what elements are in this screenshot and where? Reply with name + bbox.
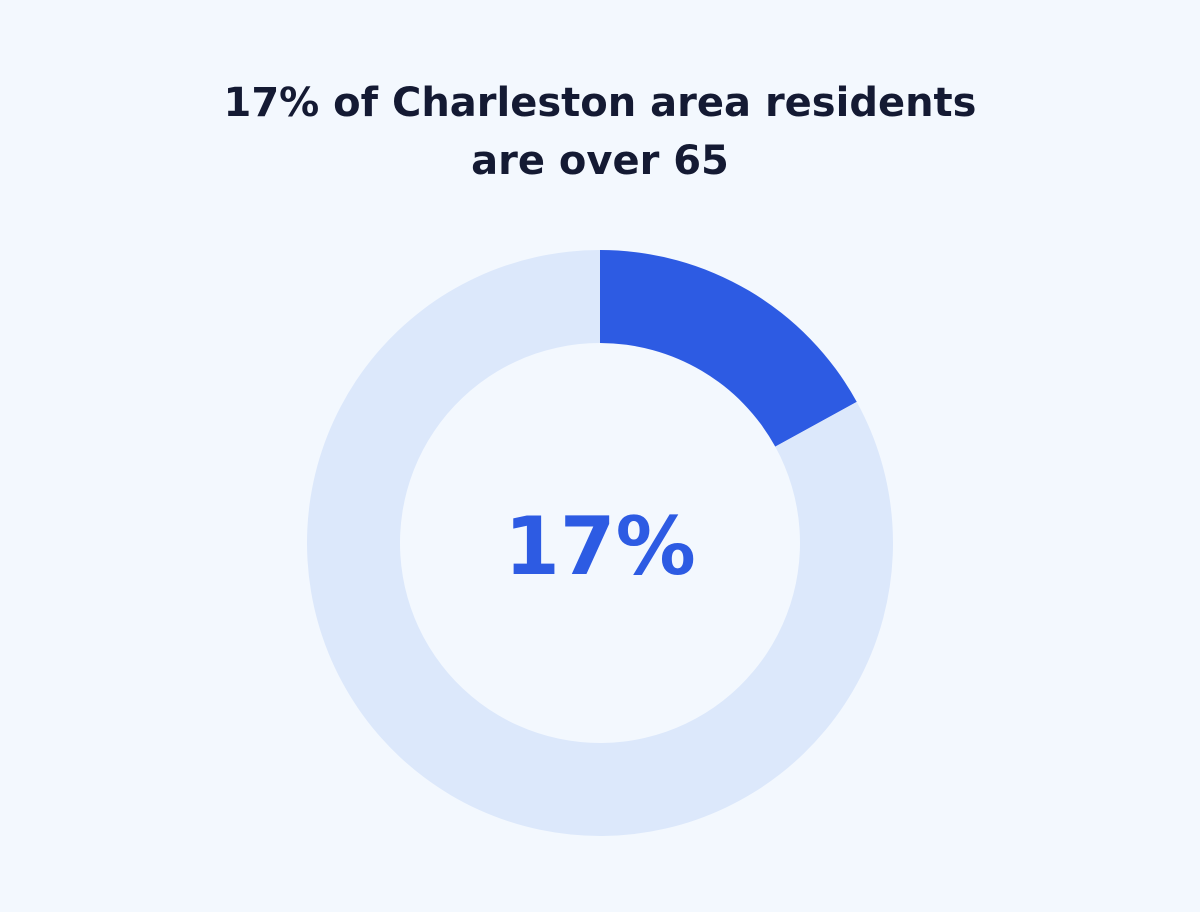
- donut-slices: [307, 250, 893, 837]
- donut-slice-highlight: [600, 250, 857, 447]
- donut-center-value: 17%: [504, 500, 695, 593]
- donut-slice-remainder: [307, 250, 893, 837]
- chart-title: 17% of Charleston area residents are ove…: [0, 74, 1200, 190]
- chart-title-line-1: 17% of Charleston area residents: [223, 80, 977, 126]
- chart-title-line-2: are over 65: [471, 138, 729, 184]
